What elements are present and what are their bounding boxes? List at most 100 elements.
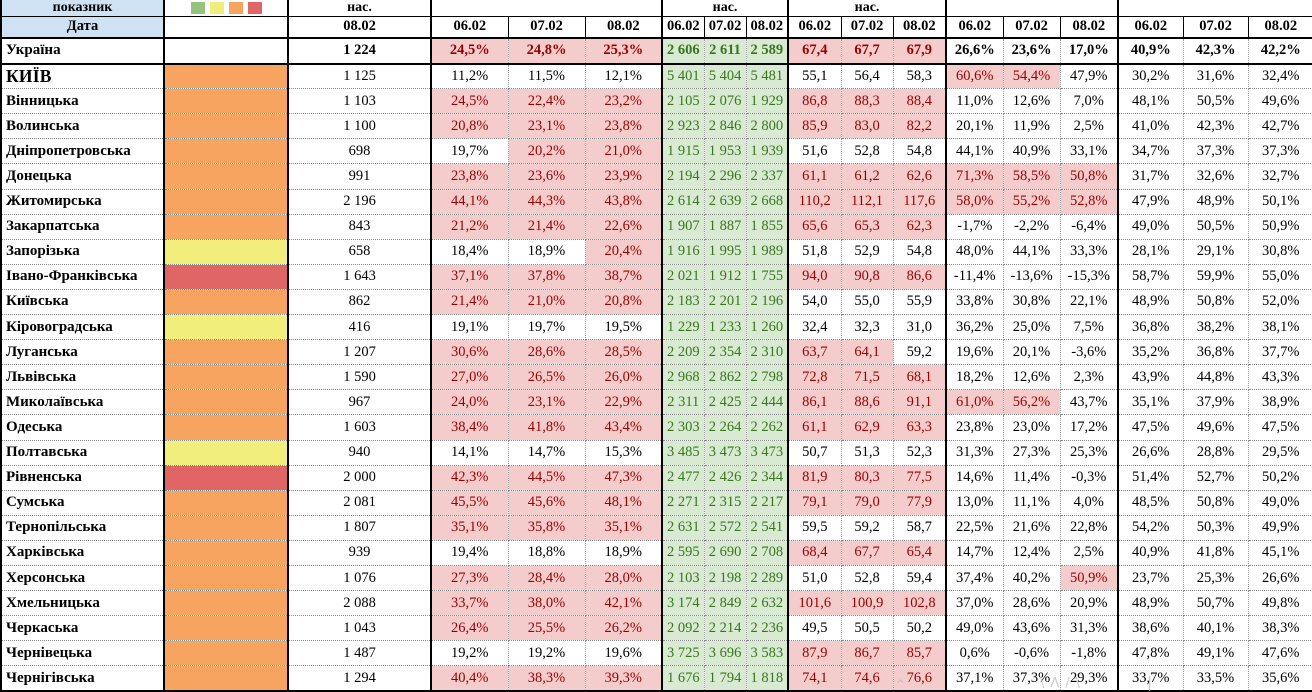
- value-cell: 52,8: [841, 138, 894, 165]
- value-cell: 47,6%: [1248, 640, 1312, 667]
- value-cell: 33,7%: [431, 590, 509, 617]
- value-cell: 44,1%: [1003, 239, 1061, 265]
- value-cell: 44,5%: [508, 465, 586, 491]
- value-cell: 58,7%: [1118, 264, 1184, 290]
- population-value-cell: 1 807: [288, 515, 432, 541]
- value-cell: 1 939: [746, 138, 790, 165]
- value-cell: 41,8%: [1183, 540, 1249, 566]
- value-cell: 38,9%: [1248, 389, 1312, 416]
- value-cell: 20,8%: [431, 113, 509, 140]
- value-cell: 21,0%: [508, 289, 586, 316]
- region-name-cell: КИЇВ: [1, 63, 165, 90]
- value-cell: 38,6%: [1118, 615, 1184, 642]
- legend-cell: [164, 0, 289, 17]
- value-cell: 1 915: [662, 138, 705, 165]
- value-cell: 30,8%: [1248, 239, 1312, 265]
- value-cell: 28,4%: [508, 565, 586, 592]
- population-value-cell: 1 043: [288, 615, 432, 642]
- population-value-cell: 967: [288, 389, 432, 416]
- value-cell: 50,5: [841, 615, 894, 642]
- value-cell: 23,8%: [946, 414, 1004, 441]
- risk-marker-cell: [164, 389, 289, 416]
- value-cell: 28,6%: [508, 339, 586, 366]
- region-name-cell: Київська: [1, 289, 165, 316]
- value-cell: 50,7%: [1183, 590, 1249, 617]
- value-cell: 2 849: [704, 590, 747, 617]
- value-cell: 20,4%: [585, 239, 664, 265]
- value-cell: 31,3%: [1060, 615, 1120, 642]
- region-name-cell: Рівненська: [1, 465, 165, 491]
- value-cell: 58,7: [893, 515, 948, 541]
- table-row: Вінницька 1 103 24,5% 22,4% 23,2% 2 105 2 076 1…: [1, 88, 1312, 115]
- value-cell: 74,6: [841, 665, 894, 692]
- value-cell: 42,2%: [1248, 36, 1312, 65]
- value-cell: 28,0%: [585, 565, 664, 592]
- region-name-cell: Одеська: [1, 414, 165, 441]
- region-name-cell: Полтавська: [1, 440, 165, 466]
- value-cell: 33,1%: [1060, 138, 1120, 165]
- value-cell: 2 614: [662, 189, 705, 215]
- value-cell: 12,1%: [585, 63, 664, 90]
- region-name-cell: Чернігівська: [1, 665, 165, 692]
- value-cell: 2 196: [746, 289, 790, 316]
- value-cell: 41,8%: [508, 414, 586, 441]
- legend-spacer-cell: [163, 16, 289, 39]
- table-row: Рівненська 2 000 42,3% 44,5% 47,3% 2 477 2 426…: [1, 465, 1312, 491]
- date-cell: 07.02: [703, 16, 747, 39]
- value-cell: 2 595: [662, 540, 705, 566]
- value-cell: 2 214: [704, 615, 747, 642]
- value-cell: 2 201: [704, 289, 747, 316]
- value-cell: 43,7%: [1060, 389, 1120, 416]
- value-cell: 37,1%: [431, 264, 509, 290]
- value-cell: 43,6%: [1003, 615, 1061, 642]
- value-cell: 2 303: [662, 414, 705, 441]
- value-cell: 2 708: [746, 540, 790, 566]
- region-name-cell: Черкаська: [1, 615, 165, 642]
- value-cell: 2 425: [704, 389, 747, 416]
- value-cell: 45,5%: [431, 490, 509, 516]
- value-cell: 50,9%: [1248, 214, 1312, 240]
- value-cell: 2 541: [746, 515, 790, 541]
- table-row: Івано-Франківська 1 643 37,1% 37,8% 38,7% 2 0…: [1, 264, 1312, 290]
- risk-marker-cell: [164, 364, 289, 391]
- value-cell: 1 794: [704, 665, 747, 692]
- date-cell: 07.02: [1182, 16, 1249, 39]
- value-cell: 38,1%: [1248, 314, 1312, 341]
- value-cell: 33,3%: [1060, 239, 1120, 265]
- table-row: Запорізька 658 18,4% 18,9% 20,4% 1 916 1 995 1 …: [1, 239, 1312, 265]
- value-cell: 5 401: [662, 63, 705, 90]
- value-cell: 20,1%: [946, 113, 1004, 140]
- value-cell: 47,9%: [1060, 63, 1120, 90]
- date-cell: 06.02: [787, 16, 842, 39]
- value-cell: 14,7%: [508, 440, 586, 466]
- value-cell: 2 354: [704, 339, 747, 366]
- value-cell: 63,7: [788, 339, 842, 366]
- value-cell: 43,3%: [1248, 364, 1312, 391]
- value-cell: 44,1%: [431, 189, 509, 215]
- value-cell: 2 690: [704, 540, 747, 566]
- value-cell: 52,7%: [1183, 465, 1249, 491]
- value-cell: 52,8%: [1060, 189, 1120, 215]
- population-value-cell: 862: [288, 289, 432, 316]
- risk-marker-cell: [164, 465, 289, 491]
- value-cell: 2,5%: [1060, 540, 1120, 566]
- value-cell: 2,3%: [1060, 364, 1120, 391]
- value-cell: 62,3: [893, 214, 948, 240]
- value-cell: -11,4%: [946, 264, 1004, 290]
- value-cell: 36,2%: [946, 314, 1004, 341]
- value-cell: 28,1%: [1118, 239, 1184, 265]
- value-cell: -1,7%: [946, 214, 1004, 240]
- table-row: Чернігівська 1 294 40,4% 38,3% 39,3% 1 676 1 7…: [1, 665, 1312, 692]
- value-cell: 20,2%: [508, 138, 586, 165]
- value-cell: 47,8%: [1118, 640, 1184, 667]
- value-cell: 19,6%: [946, 339, 1004, 366]
- value-cell: 37,1%: [946, 665, 1004, 692]
- value-cell: 27,3%: [1003, 440, 1061, 466]
- value-cell: 3 725: [662, 640, 705, 667]
- value-cell: -1,8%: [1060, 640, 1120, 667]
- risk-marker-cell: [164, 314, 289, 341]
- value-cell: 40,2%: [1003, 565, 1061, 592]
- value-cell: 37,3%: [1248, 138, 1312, 165]
- table-row: Одеська 1 603 38,4% 41,8% 43,4% 2 303 2 264 2 2…: [1, 414, 1312, 441]
